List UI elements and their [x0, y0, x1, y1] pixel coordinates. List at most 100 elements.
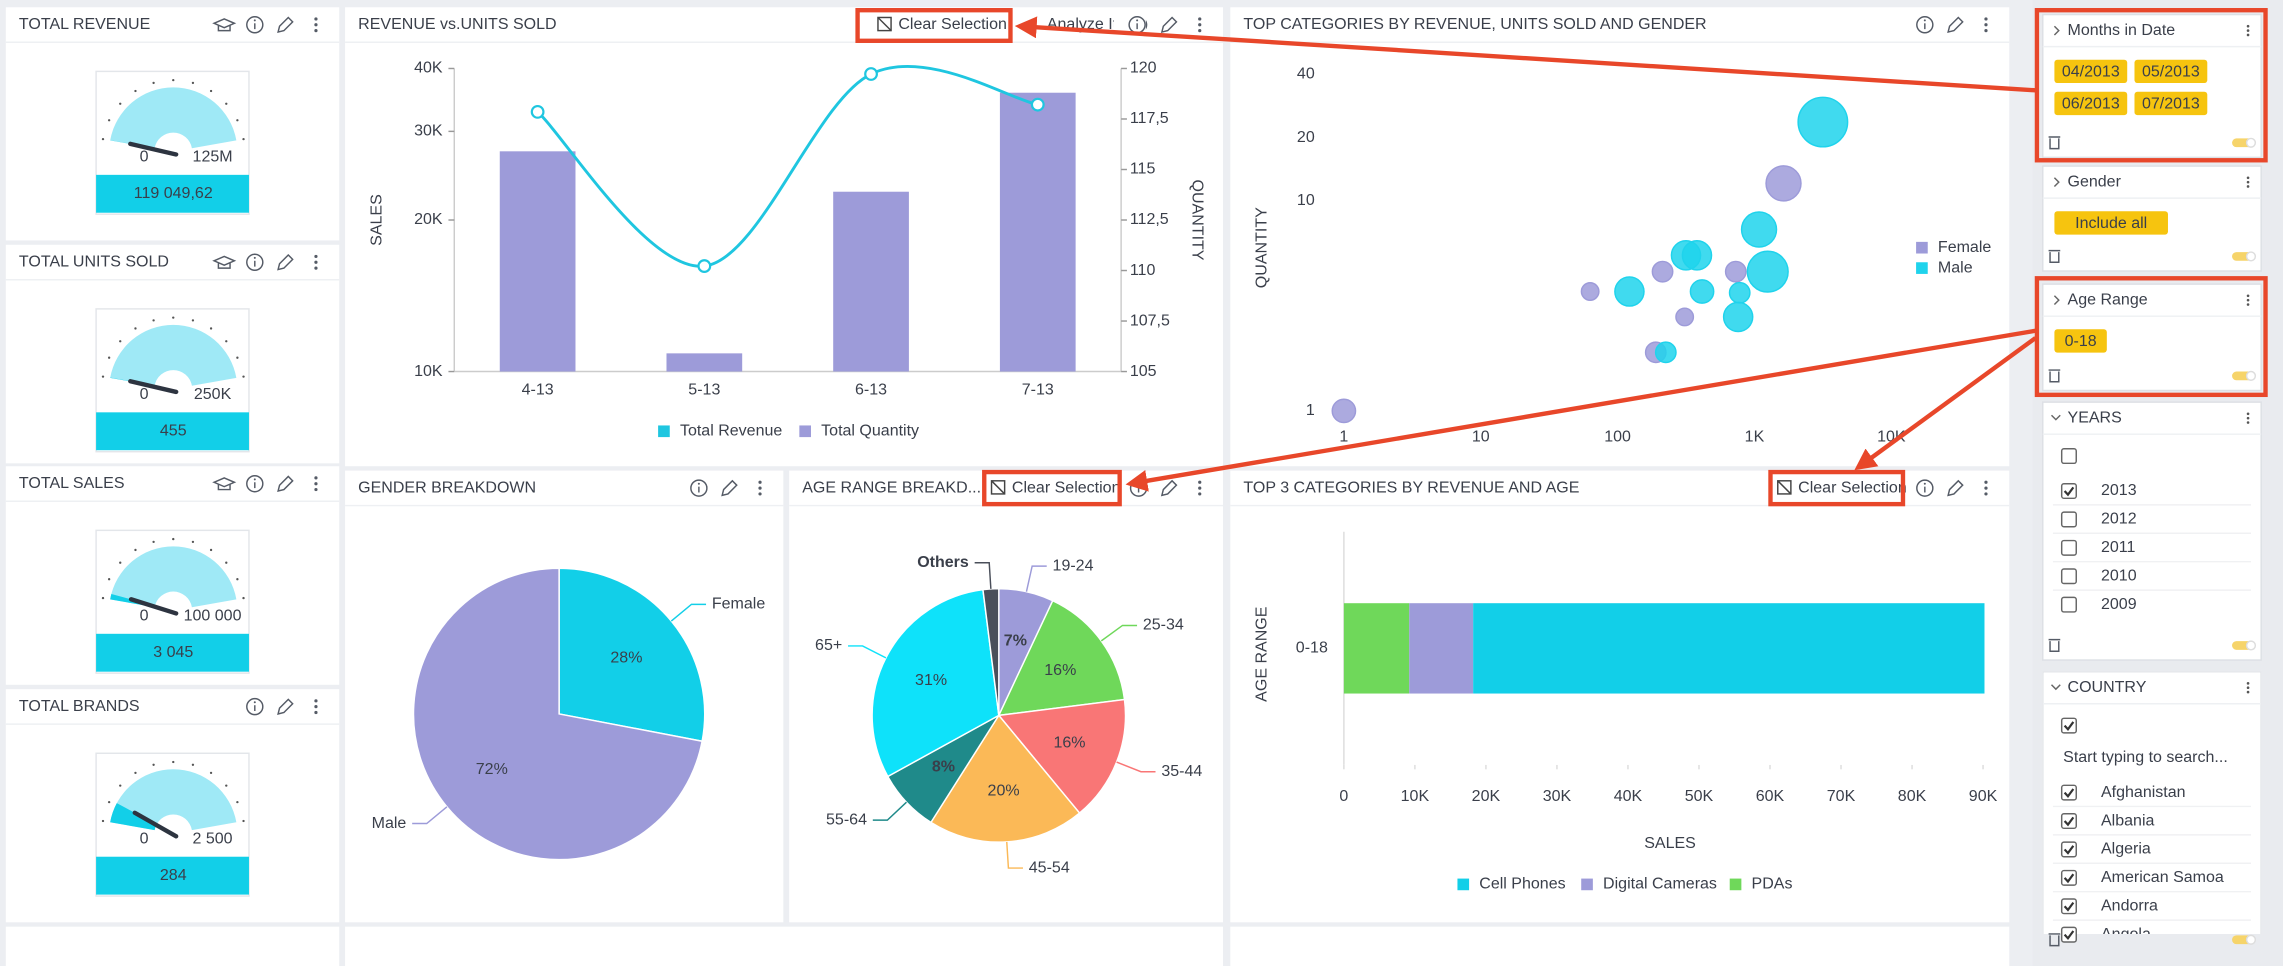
checkbox[interactable]: [2060, 483, 2077, 500]
dot: [758, 492, 762, 496]
filter-chip[interactable]: [2054, 211, 2168, 235]
dots-icon[interactable]: [1984, 17, 1988, 33]
checkbox[interactable]: [2060, 926, 2077, 943]
checkbox[interactable]: [2060, 539, 2077, 556]
info-icon[interactable]: [246, 697, 264, 716]
filter-chip[interactable]: [2054, 91, 2128, 116]
gauge-dot: [107, 800, 111, 804]
menu-dot: [2246, 416, 2250, 420]
info-icon[interactable]: [246, 474, 264, 493]
menu-dot: [2246, 24, 2250, 28]
checkbox[interactable]: [2060, 596, 2077, 613]
bubble: [1689, 279, 1715, 304]
leader-line: [872, 801, 907, 821]
dot: [314, 260, 318, 264]
dot: [1198, 480, 1202, 484]
chevron[interactable]: [2050, 684, 2061, 691]
dots-icon[interactable]: [314, 17, 318, 33]
checkbox[interactable]: [2060, 784, 2077, 801]
clear-selection-button[interactable]: Clear Selection: [872, 11, 1015, 38]
clear-selection-button[interactable]: Clear Selection: [1771, 474, 1915, 502]
hat-icon[interactable]: [212, 18, 237, 32]
gauge-dot: [242, 819, 245, 823]
dots-icon[interactable]: [758, 480, 762, 496]
bubble: [1797, 96, 1849, 148]
dots-icon[interactable]: [1984, 480, 1988, 496]
dot: [1923, 482, 1926, 485]
checkbox[interactable]: [2060, 568, 2077, 585]
trash-icon[interactable]: [2048, 638, 2061, 653]
x-tick-label: 10K: [1401, 787, 1430, 805]
gauge-dot: [119, 561, 122, 564]
pencil-icon[interactable]: [1947, 479, 1964, 497]
pencil-icon[interactable]: [277, 16, 294, 34]
gauge-arc: [110, 324, 237, 386]
checkbox[interactable]: [2060, 448, 2077, 465]
checkbox[interactable]: [2060, 898, 2077, 915]
hat-icon[interactable]: [212, 477, 237, 491]
filter-chip[interactable]: [2054, 59, 2128, 84]
pencil-icon[interactable]: [1160, 479, 1178, 497]
bar-segment: [1409, 603, 1474, 694]
ring: [246, 474, 264, 493]
filter-chip[interactable]: [2134, 91, 2208, 116]
pencil-icon[interactable]: [277, 253, 294, 271]
filter-chip-label: 06/2013: [2062, 94, 2120, 112]
info-icon[interactable]: [1916, 479, 1934, 497]
filter-chip[interactable]: [2134, 59, 2208, 84]
panel: [345, 7, 1224, 467]
trash-icon[interactable]: [2048, 369, 2061, 383]
option-label: 2012: [2101, 510, 2137, 528]
info-icon[interactable]: [690, 479, 708, 497]
pie-value-label: 72%: [476, 760, 508, 778]
dots-icon[interactable]: [314, 699, 318, 715]
dot: [1136, 19, 1139, 22]
pencil-icon[interactable]: [277, 698, 294, 715]
dots-icon[interactable]: [1198, 17, 1202, 33]
clear-selection-button[interactable]: Clear Selection: [985, 474, 1129, 502]
chevron[interactable]: [2050, 414, 2061, 421]
pencil-icon[interactable]: [1160, 16, 1178, 34]
filter-chip-label: 07/2013: [2142, 94, 2200, 112]
kpi-value: 3 045: [153, 643, 193, 661]
checkbox[interactable]: [2060, 841, 2077, 858]
line-marker: [530, 104, 545, 119]
bubble: [1654, 341, 1677, 364]
filter-chip[interactable]: [2054, 329, 2107, 353]
gauge-dot: [236, 356, 239, 359]
info-icon[interactable]: [1916, 16, 1934, 34]
pie-category-label: 25-34: [1143, 616, 1184, 634]
checkbox[interactable]: [2060, 717, 2077, 734]
menu-dot: [2246, 180, 2250, 184]
dot: [758, 486, 762, 490]
search-input[interactable]: Start typing to search...: [2063, 748, 2228, 766]
trash-icon[interactable]: [2048, 136, 2061, 150]
ring: [1916, 16, 1934, 34]
dots-icon[interactable]: [314, 476, 318, 492]
checkbox[interactable]: [2060, 511, 2077, 528]
gauge-dot: [236, 800, 239, 804]
gauge-dot: [209, 327, 213, 330]
checkbox-box: [2060, 926, 2077, 943]
dots-icon[interactable]: [1198, 480, 1202, 496]
pencil-icon[interactable]: [1947, 16, 1964, 34]
dots-icon[interactable]: [314, 254, 318, 270]
trash-icon[interactable]: [2048, 249, 2061, 263]
trash-icon[interactable]: [2048, 933, 2061, 947]
info-icon[interactable]: [246, 16, 264, 34]
info-icon[interactable]: [246, 253, 264, 272]
checkbox[interactable]: [2060, 813, 2077, 830]
hat-icon[interactable]: [212, 255, 237, 269]
pie-category-label: 65+: [815, 636, 842, 654]
chevron[interactable]: [2053, 25, 2060, 36]
dot: [1984, 28, 1988, 33]
highlight-box: [2034, 8, 2268, 163]
checkbox[interactable]: [2060, 869, 2077, 886]
pencil-icon[interactable]: [721, 479, 738, 497]
gauge-min: 0: [140, 829, 149, 847]
bubble: [1614, 276, 1645, 307]
pie-category-label: 45-54: [1029, 858, 1070, 876]
chevron[interactable]: [2053, 177, 2060, 188]
chevron[interactable]: [2053, 295, 2060, 306]
pencil-icon[interactable]: [277, 475, 294, 493]
